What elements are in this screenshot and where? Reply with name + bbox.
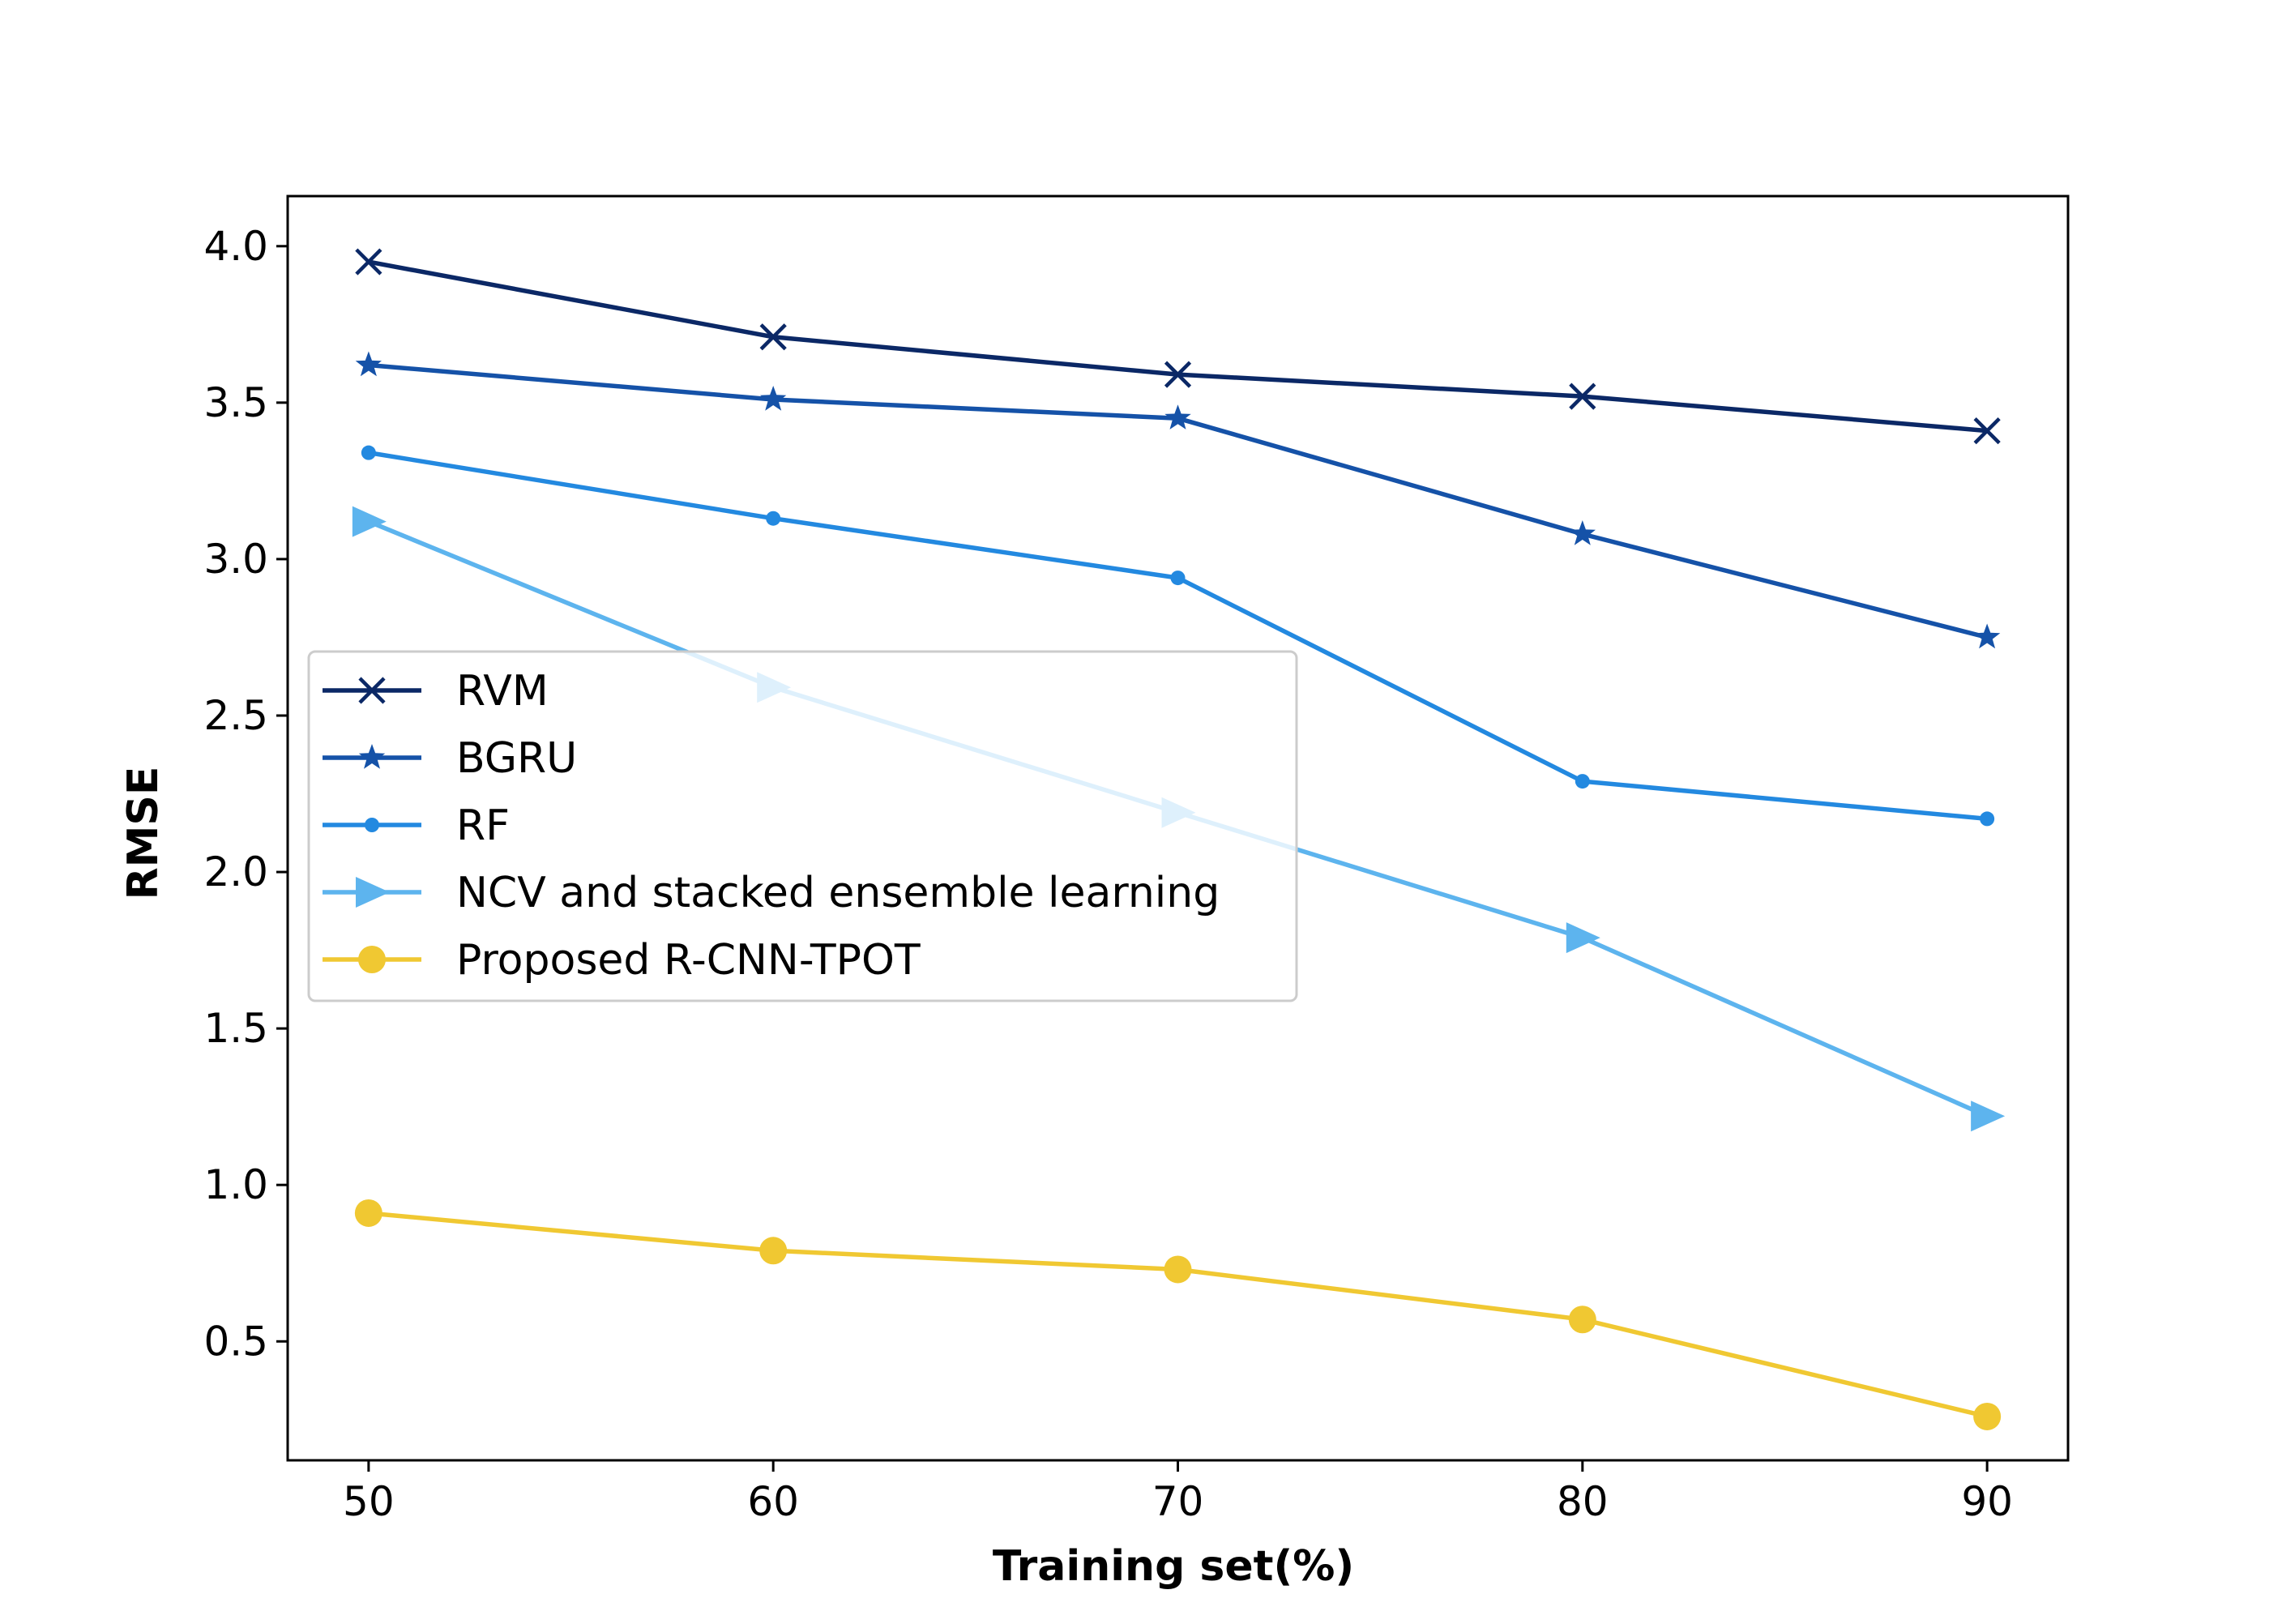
series-2: [355, 351, 2001, 649]
legend-label: RF: [456, 801, 510, 850]
data-point: [1974, 623, 2001, 649]
series-3: [361, 445, 1995, 827]
legend-item: RF: [323, 801, 510, 850]
legend-item: BGRU: [323, 734, 577, 783]
legend-item: RVM: [323, 667, 549, 716]
data-point: [1568, 1306, 1596, 1334]
data-point: [1575, 774, 1590, 789]
x-tick-label: 80: [1557, 1478, 1609, 1525]
axes: 50 60 70 80 90 0.5 1.0 1.5 2.0 2.5 3.0 3.5 4.0: [203, 194, 2070, 1525]
data-point: [1164, 361, 1192, 388]
legend-marker: [365, 818, 379, 832]
legend-marker: [358, 677, 386, 704]
data-point: [1164, 1255, 1192, 1284]
data-point: [1973, 417, 2001, 445]
data-point: [1971, 1100, 2006, 1132]
data-point: [354, 1199, 382, 1227]
data-point: [1170, 571, 1186, 586]
data-point: [766, 511, 781, 526]
data-point: [1973, 1402, 2002, 1430]
data-point: [355, 351, 382, 377]
y-tick-label: 0.5: [203, 1318, 268, 1365]
legend-marker: [358, 744, 386, 769]
y-tick-label: 3.5: [203, 379, 268, 426]
x-axis-title: Training set(%): [993, 1542, 1354, 1591]
data-point: [361, 445, 376, 460]
legend-label: BGRU: [456, 734, 577, 783]
y-axis-title: RMSE: [119, 767, 168, 900]
data-point: [760, 386, 787, 411]
data-point: [1566, 922, 1600, 954]
y-tick-label: 3.0: [203, 536, 268, 583]
data-point: [1569, 382, 1596, 410]
legend-label: Proposed R-CNN-TPOT: [456, 936, 921, 985]
y-tick-label: 2.5: [203, 692, 268, 739]
y-tick-label: 1.5: [203, 1005, 268, 1052]
data-point: [352, 506, 387, 537]
data-point: [759, 1237, 788, 1265]
legend-marker: [358, 946, 386, 973]
legend-label: RVM: [456, 667, 549, 716]
y-tick-label: 4.0: [203, 223, 268, 270]
x-tick-label: 50: [343, 1478, 395, 1525]
y-tick-label: 2.0: [203, 848, 268, 895]
legend: RVM BGRU RF NCV and stacked ensemble learni…: [307, 650, 1298, 1002]
x-tick-label: 90: [1961, 1478, 2013, 1525]
legend-item: NCV and stacked ensemble learning: [323, 869, 1220, 917]
legend-item: Proposed R-CNN-TPOT: [323, 936, 921, 985]
x-tick-label: 70: [1152, 1478, 1204, 1525]
legend-box: [307, 650, 1298, 1002]
series-1: [355, 248, 2001, 445]
legend-label: NCV and stacked ensemble learning: [456, 869, 1220, 917]
y-tick-label: 1.0: [203, 1161, 268, 1208]
legend-marker: [356, 877, 390, 908]
data-point: [1164, 404, 1191, 430]
data-point: [355, 248, 382, 276]
data-point: [1980, 811, 1995, 827]
data-point: [1569, 520, 1596, 545]
data-point: [759, 323, 787, 351]
series-5: [354, 1199, 2002, 1430]
x-tick-label: 60: [747, 1478, 799, 1525]
